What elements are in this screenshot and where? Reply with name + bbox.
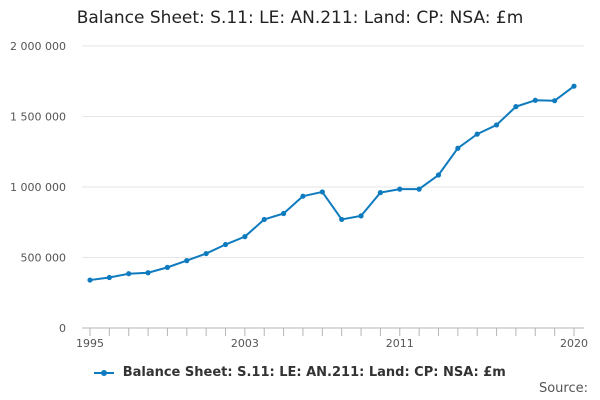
data-point[interactable] <box>513 104 519 110</box>
data-point[interactable] <box>319 189 325 195</box>
gridlines <box>82 45 584 329</box>
data-point[interactable] <box>358 213 364 219</box>
data-point[interactable] <box>532 97 538 103</box>
data-point[interactable] <box>184 258 190 264</box>
data-point[interactable] <box>242 234 248 240</box>
data-point[interactable] <box>261 216 267 223</box>
source-label: Source: <box>538 381 588 396</box>
data-point[interactable] <box>493 122 500 128</box>
data-point[interactable] <box>145 270 151 276</box>
data-point[interactable] <box>203 250 209 257</box>
data-point[interactable] <box>455 145 461 151</box>
x-tick-label: 1995 <box>76 337 104 350</box>
data-point[interactable] <box>416 186 422 192</box>
legend-swatch <box>94 369 115 376</box>
legend-label: Balance Sheet: S.11: LE: AN.211: Land: C… <box>122 365 506 380</box>
series-line <box>89 85 575 282</box>
series-layer <box>87 83 577 283</box>
x-tick-label: 2003 <box>231 337 259 350</box>
x-tick-label: 2020 <box>560 337 588 350</box>
data-point[interactable] <box>397 186 403 192</box>
data-point[interactable] <box>281 210 287 217</box>
data-point[interactable] <box>164 264 171 270</box>
y-tick-label: 0 <box>59 322 66 335</box>
data-point[interactable] <box>571 83 577 89</box>
data-point[interactable] <box>552 98 558 104</box>
data-point[interactable] <box>106 274 112 281</box>
data-point[interactable] <box>87 277 93 283</box>
axes: 0 500 000 1 000 000 1 500 000 2 000 000 1995 2… <box>10 40 588 350</box>
legend[interactable]: Balance Sheet: S.11: LE: AN.211: Land: C… <box>0 365 600 380</box>
data-point[interactable] <box>339 216 345 223</box>
y-tick-label: 1 000 000 <box>10 181 66 194</box>
chart-title: Balance Sheet: S.11: LE: AN.211: Land: C… <box>76 8 524 28</box>
data-point[interactable] <box>300 193 306 199</box>
y-tick-label: 2 000 000 <box>10 40 66 53</box>
x-tick-label: 2011 <box>386 337 414 350</box>
data-point[interactable] <box>126 271 132 277</box>
y-tick-label: 1 500 000 <box>10 111 66 124</box>
data-point[interactable] <box>474 131 480 137</box>
data-point[interactable] <box>377 190 383 196</box>
data-point[interactable] <box>222 241 229 248</box>
data-point[interactable] <box>435 172 442 178</box>
y-tick-label: 500 000 <box>21 252 67 265</box>
